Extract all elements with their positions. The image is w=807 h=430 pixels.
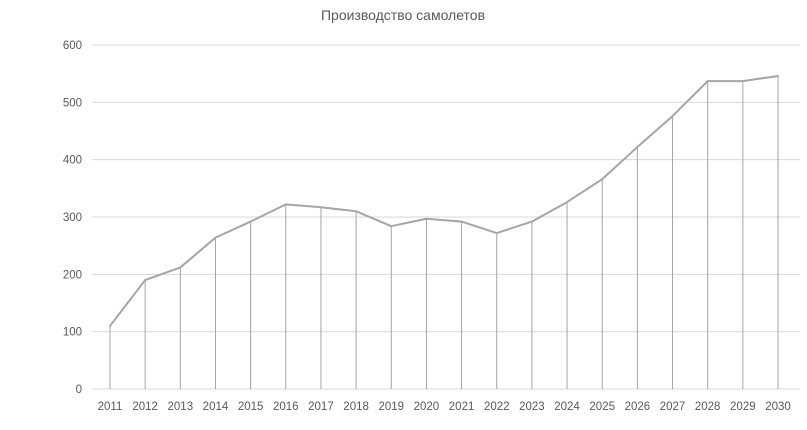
x-tick-label: 2017 [308, 401, 334, 413]
x-tick-label: 2021 [449, 401, 475, 413]
x-tick-label: 2015 [238, 401, 264, 413]
y-tick-label: 100 [63, 327, 82, 339]
y-tick-label: 600 [63, 40, 82, 52]
y-tick-label: 300 [63, 212, 82, 224]
y-tick-label: 200 [63, 269, 82, 281]
x-tick-label: 2029 [730, 401, 756, 413]
x-tick-label: 2027 [660, 401, 686, 413]
x-axis-ticks: 2011 2012 2013 2014 2015 2016 2017 2018 2019 2020… [98, 401, 791, 413]
x-tick-label: 2028 [695, 401, 721, 413]
x-tick-label: 2024 [554, 401, 580, 413]
x-tick-label: 2030 [765, 401, 791, 413]
x-tick-label: 2016 [273, 401, 299, 413]
x-tick-label: 2019 [378, 401, 404, 413]
x-tick-label: 2026 [625, 401, 651, 413]
x-tick-label: 2018 [343, 401, 369, 413]
x-tick-label: 2020 [414, 401, 440, 413]
drop-lines [109, 75, 779, 389]
x-tick-label: 2013 [168, 401, 194, 413]
chart-title: Производство самолетов [321, 7, 485, 23]
x-tick-label: 2014 [203, 401, 229, 413]
series-line [109, 74, 779, 327]
y-axis-ticks: 0 100 200 300 400 500 600 [63, 40, 82, 396]
x-tick-label: 2023 [519, 401, 545, 413]
x-tick-label: 2012 [132, 401, 158, 413]
y-tick-label: 500 [63, 97, 82, 109]
x-tick-label: 2011 [98, 401, 123, 413]
y-tick-label: 400 [63, 155, 82, 167]
x-tick-label: 2025 [589, 401, 615, 413]
series-line-group [109, 74, 779, 327]
gridlines [92, 44, 800, 390]
x-tick-label: 2022 [484, 401, 510, 413]
y-tick-label: 0 [76, 384, 82, 396]
